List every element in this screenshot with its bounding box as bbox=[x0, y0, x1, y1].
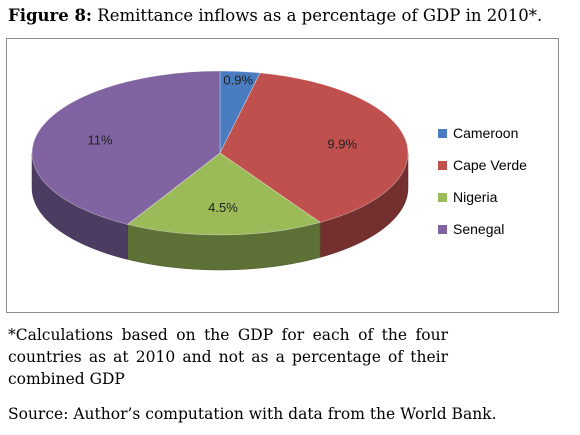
data-label-cameroon: 0.9% bbox=[223, 73, 253, 88]
footnote-line: *Calculations based on the GDP for each … bbox=[8, 326, 448, 344]
figure-title: Remittance inflows as a percentage of GD… bbox=[92, 6, 543, 25]
pie-slice-cape-verde bbox=[219, 72, 409, 223]
legend-item: Nigeria bbox=[438, 189, 527, 205]
pie-slice-senegal bbox=[31, 70, 221, 225]
chart-frame bbox=[6, 38, 559, 313]
source-note: Source: Author’s computation with data f… bbox=[8, 405, 497, 423]
legend-swatch bbox=[438, 128, 447, 138]
chart-legend: Cameroon Cape Verde Nigeria Senegal bbox=[438, 125, 527, 253]
data-label-senegal: 11% bbox=[87, 132, 112, 147]
footnote-line: countries as at 2010 and not as a percen… bbox=[8, 348, 448, 366]
footnote-line: combined GDP bbox=[8, 370, 125, 388]
legend-label: Nigeria bbox=[453, 189, 498, 205]
legend-label: Cape Verde bbox=[453, 157, 527, 173]
pie-slice-nigeria bbox=[126, 152, 321, 236]
data-label-nigeria: 4.5% bbox=[208, 200, 238, 215]
legend-item: Senegal bbox=[438, 221, 527, 237]
legend-item: Cameroon bbox=[438, 125, 527, 141]
legend-label: Cameroon bbox=[453, 125, 519, 141]
legend-item: Cape Verde bbox=[438, 157, 527, 173]
footnote: *Calculations based on the GDP for each … bbox=[8, 324, 448, 390]
legend-swatch bbox=[438, 160, 447, 170]
legend-swatch bbox=[438, 192, 447, 202]
legend-label: Senegal bbox=[453, 221, 505, 237]
figure-caption: Figure 8: Remittance inflows as a percen… bbox=[8, 6, 542, 25]
legend-swatch bbox=[438, 224, 447, 234]
figure-number: Figure 8: bbox=[8, 6, 93, 25]
data-label-cape-verde: 9.9% bbox=[327, 137, 357, 152]
